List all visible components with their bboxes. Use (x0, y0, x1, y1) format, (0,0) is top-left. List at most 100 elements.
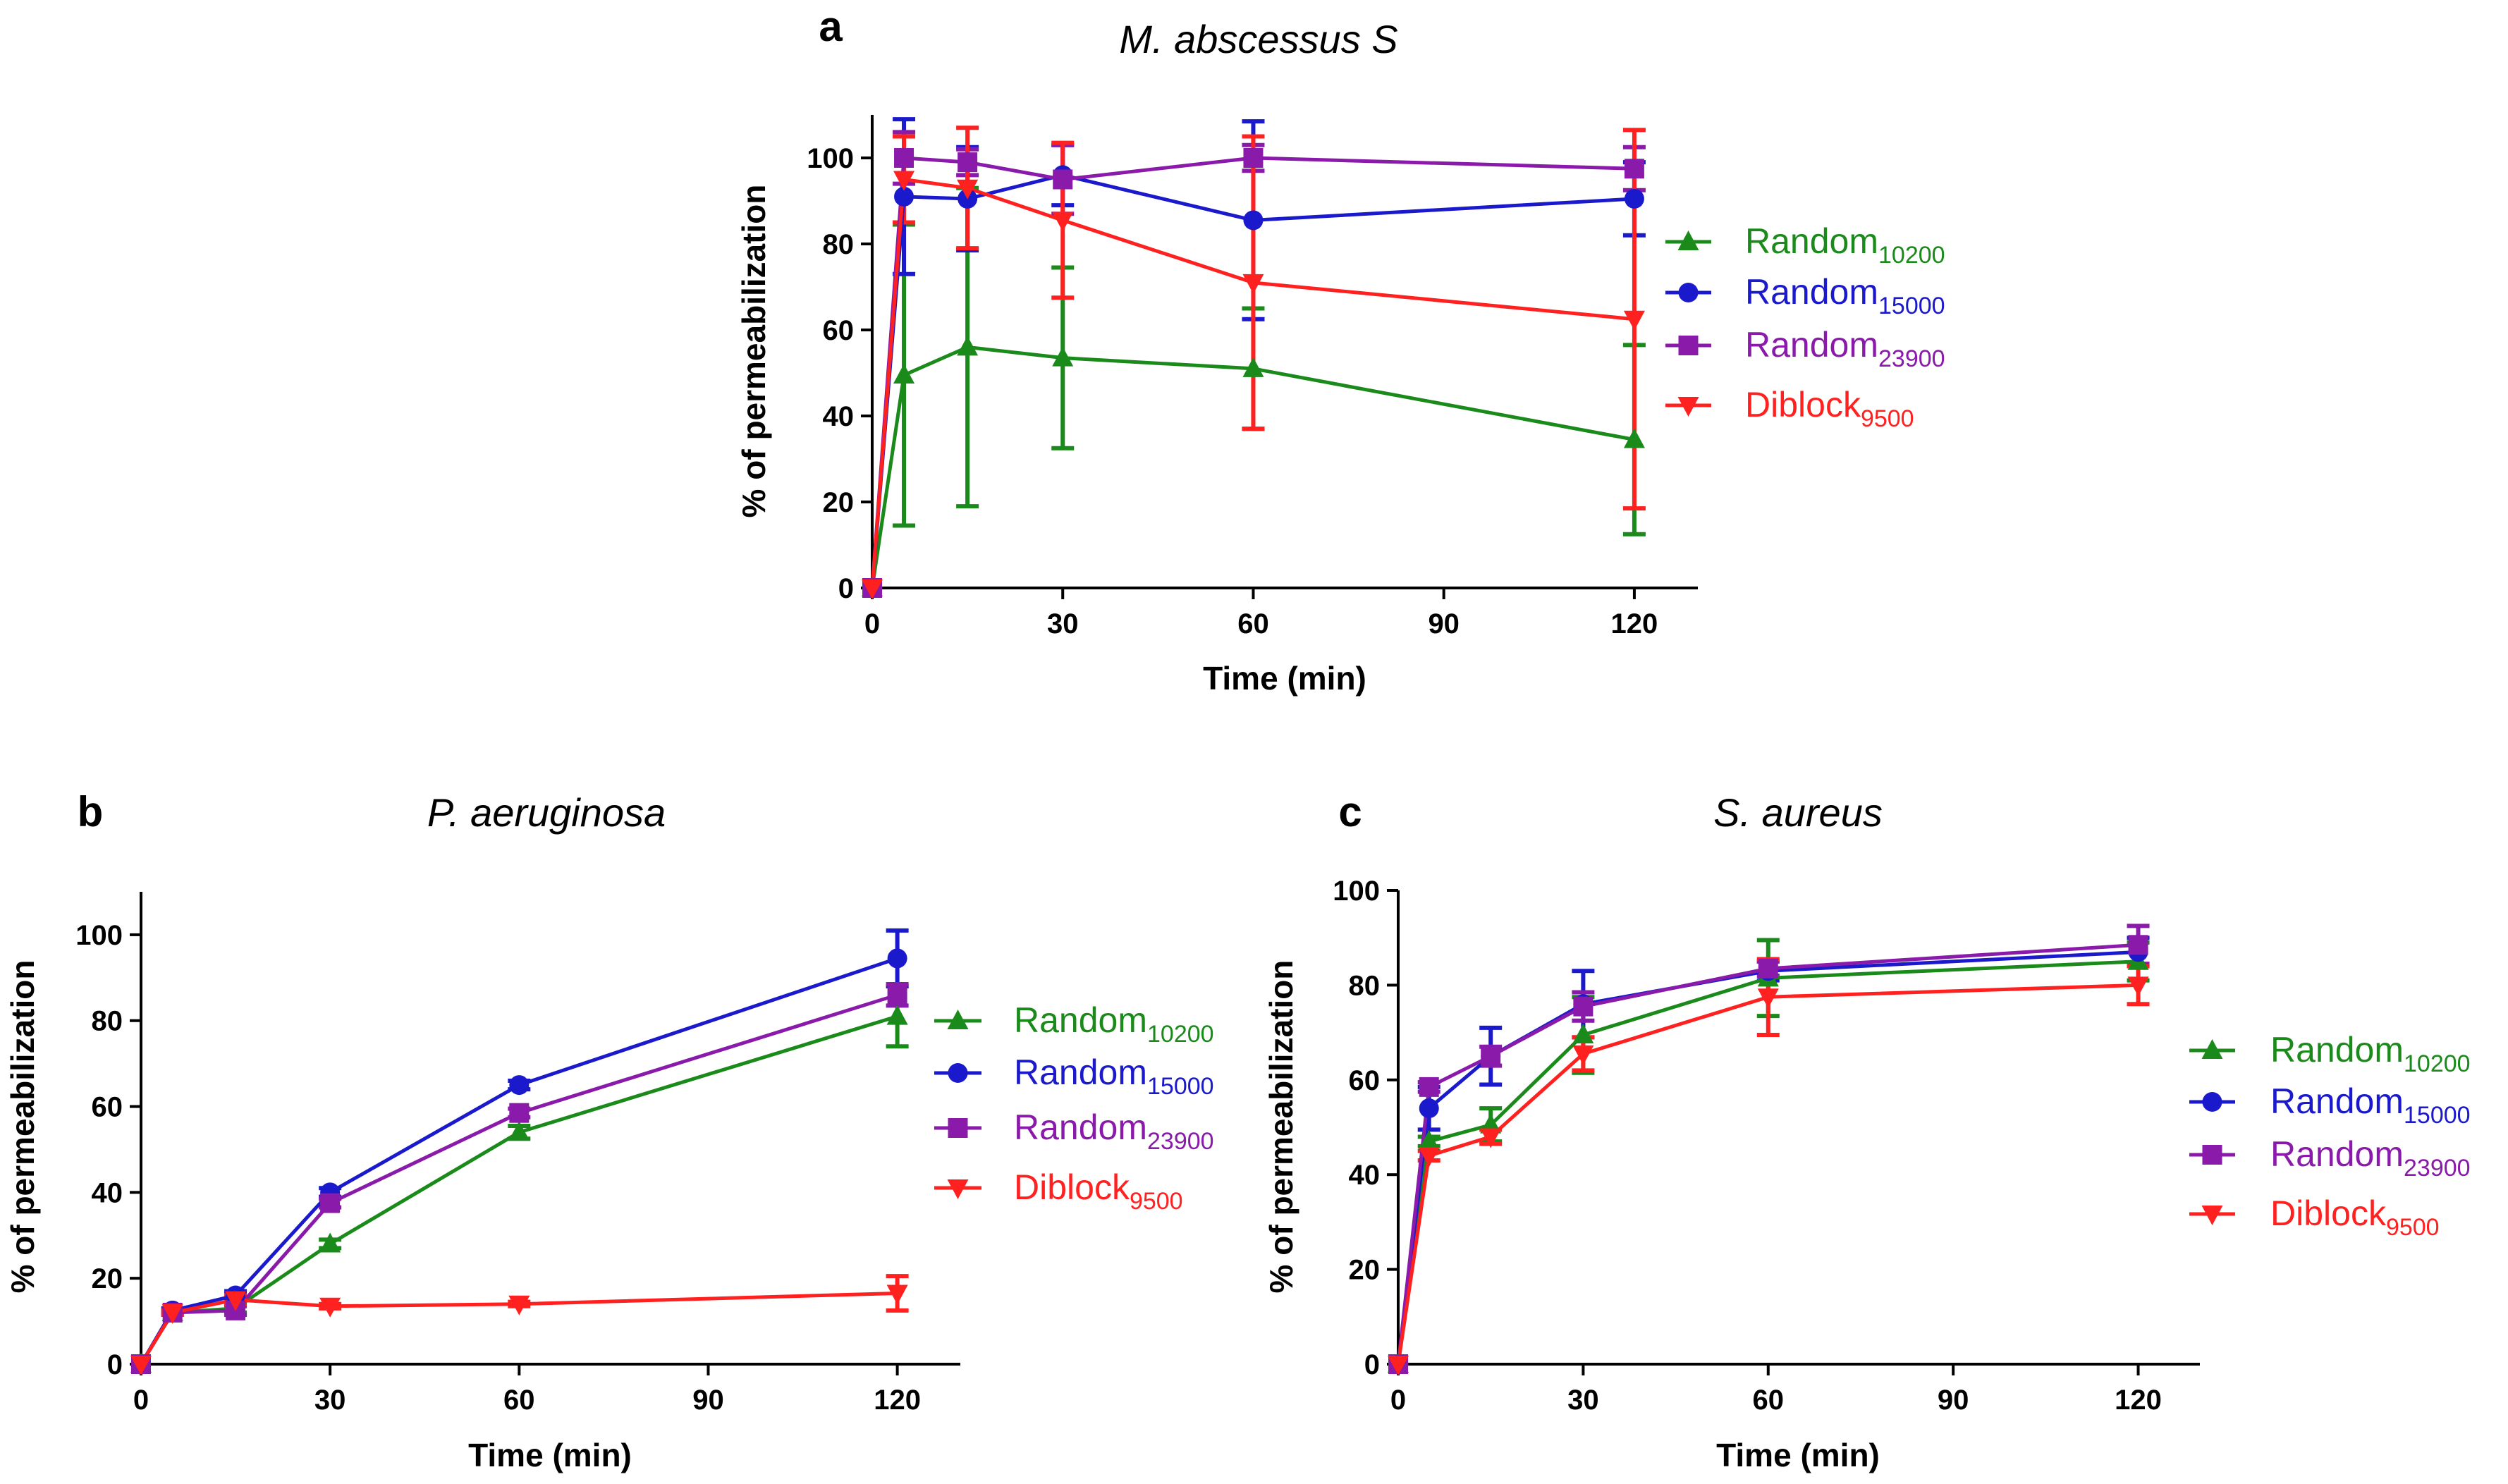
data-point-random15000 (509, 1075, 530, 1096)
data-point-diblock9500 (886, 1284, 908, 1305)
y-tick-label: 20 (92, 1263, 123, 1294)
y-axis-label: % of permeabilization (4, 960, 41, 1294)
legend-name: Random (1745, 325, 1878, 364)
y-tick-label: 40 (92, 1177, 123, 1208)
data-point-random10200 (1052, 346, 1074, 367)
y-tick-label: 0 (107, 1349, 123, 1380)
legend-label: Random10200 (1745, 221, 1945, 269)
legend-item-diblock9500: Diblock9500 (1665, 385, 1914, 432)
y-axis-label: % of permeabilization (735, 185, 772, 518)
x-tick-label: 30 (314, 1385, 346, 1416)
legend-name: Diblock (1014, 1167, 1130, 1207)
y-tick-label: 20 (823, 487, 855, 518)
x-axis-label: Time (min) (468, 1437, 632, 1473)
x-tick-label: 90 (692, 1385, 724, 1416)
panel-b-legend: Random10200Random15000Random23900Diblock… (934, 1000, 1214, 1215)
x-tick-label: 0 (864, 608, 880, 639)
legend-marker (948, 1118, 968, 1138)
data-point-diblock9500 (1480, 1128, 1502, 1148)
legend-label: Diblock9500 (1014, 1167, 1183, 1215)
data-point-random15000 (887, 948, 907, 969)
y-tick-label: 100 (75, 920, 123, 951)
x-axis-label: Time (min) (1716, 1437, 1880, 1473)
legend-label: Random15000 (2270, 1081, 2471, 1129)
legend-subscript: 23900 (2404, 1155, 2471, 1182)
data-point-random23900 (1758, 958, 1778, 979)
data-point-random10200 (886, 1005, 908, 1025)
legend-item-random15000: Random15000 (934, 1053, 1214, 1100)
legend-marker (2202, 1145, 2222, 1165)
data-point-random23900 (2128, 935, 2148, 955)
legend-subscript: 10200 (2404, 1050, 2471, 1077)
data-point-random23900 (1053, 169, 1073, 190)
legend-item-random15000: Random15000 (1665, 272, 1945, 319)
legend-label: Random15000 (1745, 272, 1945, 319)
legend-item-diblock9500: Diblock9500 (2189, 1194, 2440, 1241)
legend-item-random15000: Random15000 (2189, 1081, 2471, 1129)
data-point-diblock9500 (893, 171, 915, 191)
data-point-random10200 (319, 1232, 341, 1253)
legend-name: Diblock (2270, 1194, 2387, 1233)
legend-label: Random23900 (1014, 1108, 1214, 1155)
legend-label: Random15000 (1014, 1053, 1214, 1100)
y-tick-label: 60 (1349, 1065, 1381, 1096)
legend-label: Random10200 (2270, 1030, 2471, 1077)
legend-label: Random23900 (1745, 325, 1945, 372)
x-tick-label: 90 (1938, 1385, 1969, 1416)
panel-b: b P. aeruginosa 0 30 60 90 120 0 20 40 60 80 100 Time… (4, 788, 1214, 1473)
legend-subscript: 9500 (1130, 1188, 1183, 1215)
legend-item-random10200: Random10200 (1665, 221, 1945, 269)
legend-item-random10200: Random10200 (2189, 1030, 2471, 1077)
x-axis-label: Time (min) (1203, 660, 1366, 697)
x-tick-label: 120 (1611, 608, 1658, 639)
legend-marker (1678, 336, 1699, 355)
data-point-random23900 (1481, 1046, 1501, 1067)
data-point-diblock9500 (2127, 976, 2149, 997)
y-tick-label: 20 (1349, 1255, 1381, 1286)
data-point-diblock9500 (130, 1356, 152, 1375)
x-tick-label: 60 (1753, 1385, 1785, 1416)
data-point-diblock9500 (1757, 988, 1779, 1009)
data-point-diblock9500 (1388, 1356, 1409, 1375)
data-point-diblock9500 (508, 1295, 530, 1316)
x-tick-label: 120 (2115, 1385, 2162, 1416)
data-point-diblock9500 (319, 1297, 341, 1318)
legend-item-random23900: Random23900 (934, 1108, 1214, 1155)
data-point-diblock9500 (1052, 211, 1074, 232)
legend-subscript: 10200 (1878, 242, 1945, 269)
legend-marker (948, 1063, 968, 1083)
data-point-random10200 (957, 336, 979, 356)
data-point-diblock9500 (1623, 310, 1645, 331)
data-point-random23900 (958, 152, 978, 173)
data-point-diblock9500 (957, 179, 979, 200)
panel-c-letter: c (1338, 788, 1362, 835)
data-point-random15000 (894, 186, 914, 207)
data-point-random23900 (320, 1193, 341, 1213)
data-point-random10200 (1623, 428, 1645, 448)
legend-label: Diblock9500 (1745, 385, 1914, 432)
legend-subscript: 23900 (1878, 345, 1945, 372)
data-point-random23900 (1243, 148, 1264, 168)
data-point-random23900 (887, 985, 907, 1005)
legend-subscript: 15000 (1147, 1073, 1214, 1100)
panel-c-title: S. aureus (1713, 790, 1883, 835)
y-tick-label: 60 (92, 1092, 123, 1123)
data-point-random10200 (1572, 1023, 1594, 1043)
legend-item-random10200: Random10200 (934, 1000, 1214, 1048)
legend-name: Random (2270, 1081, 2404, 1121)
legend-subscript: 9500 (2386, 1214, 2440, 1241)
y-tick-label: 100 (807, 143, 854, 174)
data-point-random23900 (1573, 996, 1594, 1017)
x-tick-label: 30 (1047, 608, 1079, 639)
data-point-random10200 (508, 1121, 530, 1141)
legend-marker (2202, 1092, 2222, 1112)
legend-marker (1677, 231, 1699, 250)
data-point-random23900 (894, 148, 914, 168)
legend-name: Random (1014, 1000, 1147, 1040)
y-tick-label: 100 (1333, 876, 1380, 907)
legend-marker (2201, 1039, 2223, 1059)
x-tick-label: 60 (503, 1385, 535, 1416)
series-line-random23900 (1396, 943, 2139, 1365)
